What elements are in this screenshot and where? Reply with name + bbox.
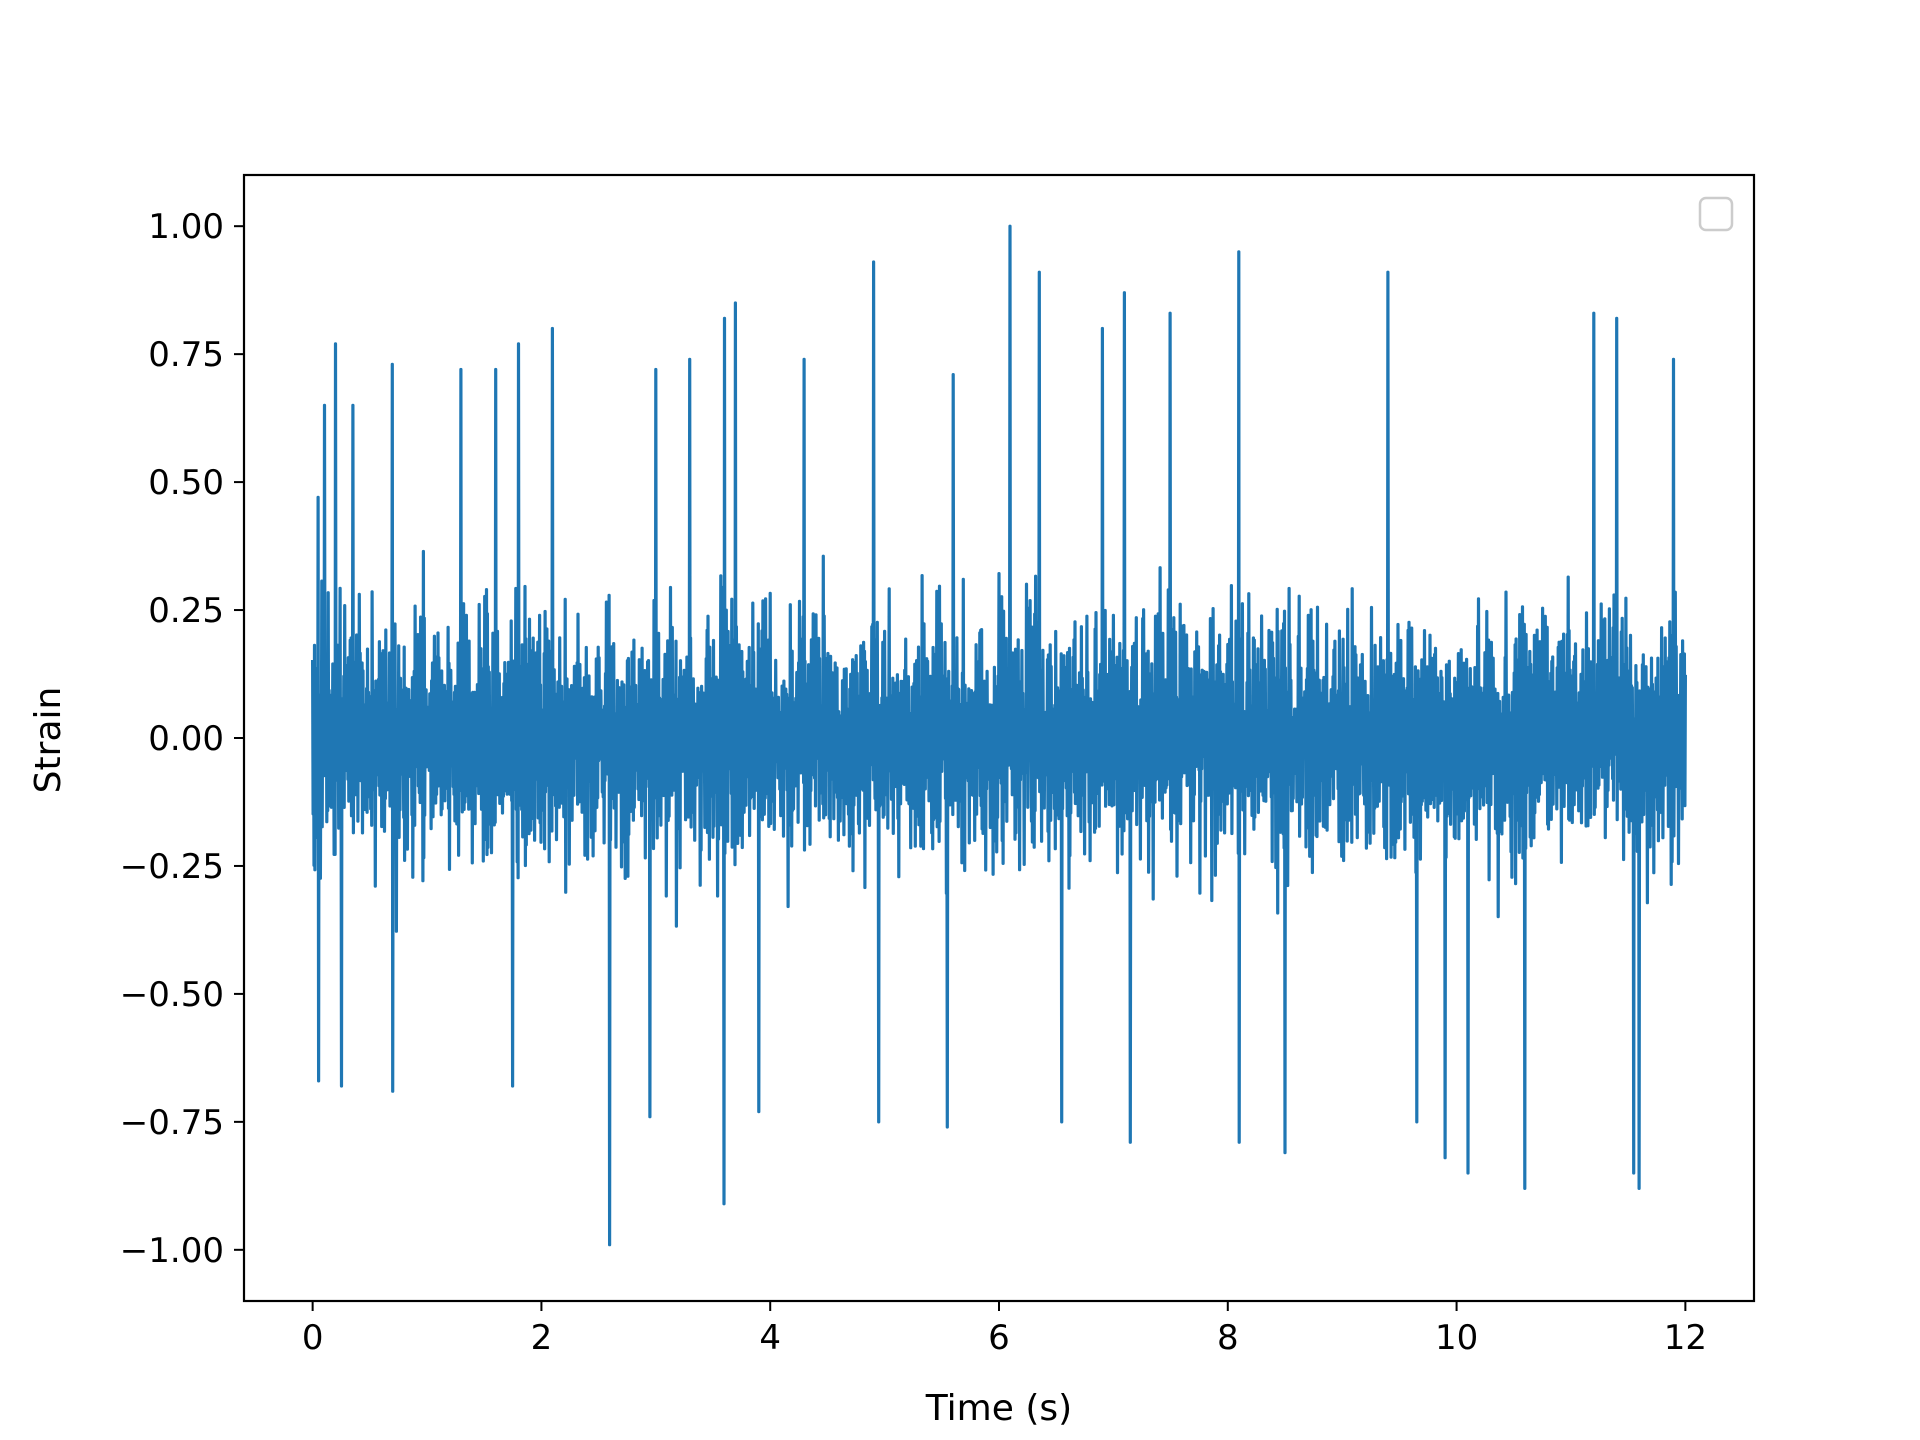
- y-tick-label: 0.00: [148, 719, 224, 759]
- legend-box: [1698, 196, 1734, 232]
- x-tick-label: 0: [302, 1318, 324, 1358]
- y-tick-label: 1.00: [148, 207, 224, 247]
- y-tick-label: −0.75: [120, 1103, 224, 1143]
- y-tick-label: −1.00: [120, 1231, 224, 1271]
- x-tick-label: 12: [1664, 1318, 1707, 1358]
- strain-series-line: [311, 224, 1687, 1247]
- y-tick-label: −0.50: [120, 975, 224, 1015]
- x-tick-label: 8: [1217, 1318, 1239, 1358]
- y-tick-label: 0.25: [148, 591, 224, 631]
- y-tick-label: −0.25: [120, 847, 224, 887]
- x-axis: 0 2 4 6 8 10 12: [302, 1301, 1707, 1358]
- y-tick-label: 0.50: [148, 463, 224, 503]
- y-tick-label: 0.75: [148, 335, 224, 375]
- y-axis-label: Strain: [28, 687, 69, 794]
- series-layer: [311, 224, 1687, 1247]
- x-tick-label: 6: [988, 1318, 1010, 1358]
- x-tick-label: 2: [531, 1318, 553, 1358]
- x-axis-label: Time (s): [925, 1388, 1072, 1429]
- x-tick-label: 10: [1435, 1318, 1478, 1358]
- y-axis: 1.00 0.75 0.50 0.25 0.00 −0.25 −0.50 −0.75 −1.00: [120, 207, 244, 1271]
- x-tick-label: 4: [759, 1318, 781, 1358]
